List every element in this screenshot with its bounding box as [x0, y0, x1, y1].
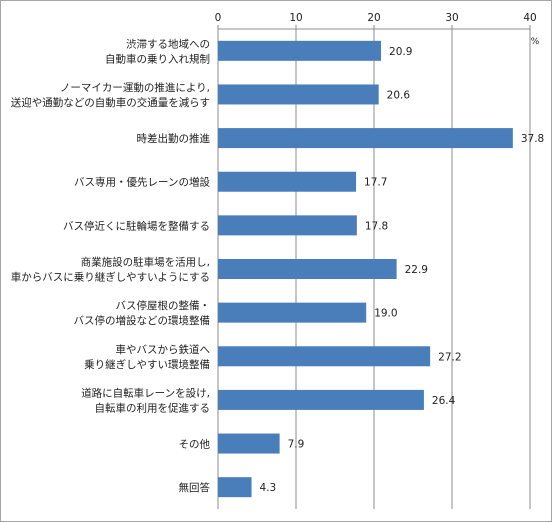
category-label-line: 自動車の乗り入れ規制: [105, 52, 210, 65]
category-label: バス停屋根の整備・バス停の増設などの環境整備: [74, 299, 211, 327]
category-label-line: バス停の増設などの環境整備: [74, 314, 211, 327]
bar: [218, 128, 513, 149]
tick-label: 30: [445, 12, 458, 24]
tick-label: 0: [215, 12, 222, 24]
category-label-line: 道路に自転車レーンを設け,: [81, 386, 210, 399]
category-label-line: 乗り継ぎしやすい環境整備: [84, 358, 210, 371]
value-label: 20.6: [387, 89, 411, 101]
bar: [218, 389, 424, 410]
value-label: 17.8: [365, 220, 388, 232]
value-labels: 20.9 20.6 37.8 17.7 17.8 22.9 19.0 27.2 26.4 7.9 4…: [260, 46, 545, 494]
category-label: 商業施設の駐車場を活用し, 車からバスに乗り継ぎしやすいようにする: [11, 256, 210, 284]
value-label: 17.7: [364, 177, 387, 189]
category-label: 車やバスから鉄道へ乗り継ぎしやすい環境整備: [84, 343, 210, 371]
x-axis-ticks: 0 10 20 30 40: [215, 12, 537, 30]
category-label-line: 車やバスから鉄道へ: [116, 343, 211, 356]
bar: [218, 259, 397, 279]
value-label: 20.9: [389, 46, 412, 58]
bars: [218, 40, 513, 498]
bar: [218, 477, 252, 498]
category-label-line: 無回答: [179, 481, 211, 494]
value-label: 7.9: [288, 439, 305, 451]
category-label: その他: [179, 438, 211, 451]
value-label: 22.9: [405, 264, 428, 276]
unit-label: %: [531, 37, 540, 47]
category-label: 渋滞する地域への自動車の乗り入れ規制: [105, 37, 210, 65]
value-label: 19.0: [374, 308, 397, 320]
value-label: 26.4: [432, 395, 456, 407]
value-label: 37.8: [521, 133, 544, 145]
category-label-line: バス停屋根の整備・: [116, 299, 211, 312]
bar: [218, 302, 367, 323]
category-label-line: バス停近くに駐輪場を整備する: [63, 219, 210, 232]
bar: [218, 84, 379, 105]
category-label: 時差出勤の推進: [137, 132, 211, 145]
tick-label: 20: [367, 12, 380, 24]
bar: [218, 171, 357, 192]
category-label-line: 商業施設の駐車場を活用し,: [81, 256, 210, 269]
category-label-line: 渋滞する地域への: [126, 37, 210, 50]
tick-label: 40: [523, 12, 536, 24]
bar: [218, 346, 431, 367]
category-label: 道路に自転車レーンを設け, 自転車の利用を促進する: [81, 386, 210, 414]
category-label: ノーマイカー運動の推進により, 送迎や通勤などの自動車の交通量を減らす: [11, 81, 210, 109]
category-label-line: 時差出勤の推進: [137, 132, 211, 145]
value-label: 27.2: [438, 351, 461, 363]
category-label: バス停近くに駐輪場を整備する: [63, 219, 210, 232]
category-label: 無回答: [179, 481, 211, 494]
bar: [218, 433, 280, 454]
value-label: 4.3: [260, 482, 277, 494]
category-label-line: 車からバスに乗り継ぎしやすいようにする: [11, 271, 210, 284]
tick-label: 10: [289, 12, 302, 24]
category-label-line: ノーマイカー運動の推進により,: [60, 81, 210, 94]
category-label-line: その他: [179, 438, 211, 451]
category-label-line: バス専用・優先レーンの増設: [74, 176, 210, 189]
bar: [218, 40, 382, 61]
category-label-line: 自転車の利用を促進する: [95, 401, 211, 414]
category-label: バス専用・優先レーンの増設: [74, 176, 210, 189]
category-label-line: 送迎や通勤などの自動車の交通量を減らす: [11, 96, 210, 109]
bar: [218, 215, 357, 236]
